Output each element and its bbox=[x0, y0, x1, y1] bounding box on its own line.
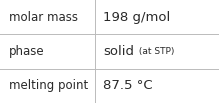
Text: 198 g/mol: 198 g/mol bbox=[103, 11, 170, 24]
Text: (at STP): (at STP) bbox=[136, 47, 174, 56]
Text: solid: solid bbox=[103, 45, 134, 58]
Text: phase: phase bbox=[9, 45, 44, 58]
Text: molar mass: molar mass bbox=[9, 11, 78, 24]
Text: melting point: melting point bbox=[9, 79, 88, 92]
Text: 87.5 °C: 87.5 °C bbox=[103, 79, 153, 92]
